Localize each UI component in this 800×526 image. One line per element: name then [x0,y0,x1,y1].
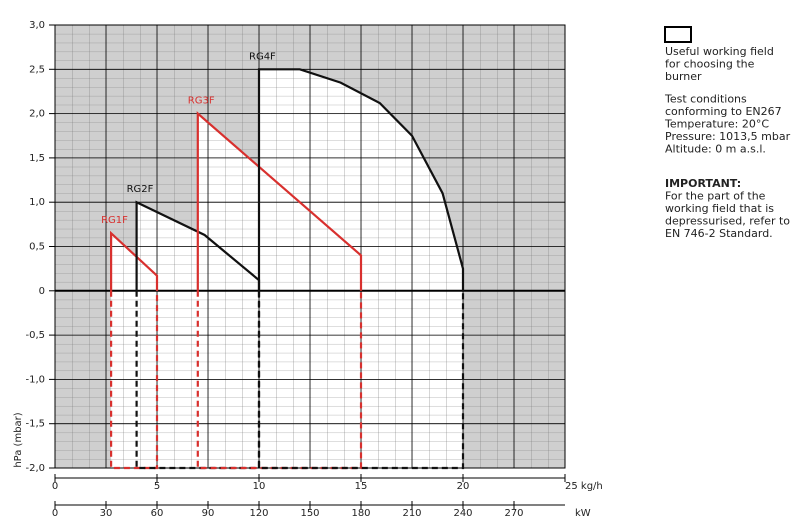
y-tick-label: -2,0 [25,463,45,474]
x-tick-label: 30 [100,508,113,519]
series-label: RG2F [127,184,154,195]
plot-frame [54,24,566,469]
x2-tick-label: 20 [457,481,470,492]
note-line: depressurised, refer to [665,215,790,228]
x2-tick-label: 10 [253,481,266,492]
note-line: for choosing the [665,58,755,71]
x2-tick-label: 0 [52,481,58,492]
note-line: For the part of the [665,190,766,203]
x-tick-label: 0 [52,508,58,519]
series-label: RG1F [101,215,128,226]
y-tick-label: 0,5 [29,242,45,253]
note-line: IMPORTANT: [665,177,741,190]
note-line: burner [665,70,702,83]
note-line: Test conditions [664,93,747,106]
legend-swatch [664,26,692,43]
depressurised-outline [110,290,159,470]
y-axis-label: hPa (mbar) [13,412,24,467]
note-line: Altitude: 0 m a.s.l. [665,143,766,156]
x-axis-label: kW [575,508,591,519]
note-line: Pressure: 1013,5 mbar [665,130,791,143]
y-tick-label: 2,5 [29,64,45,75]
x-tick-label: 210 [402,508,421,519]
note-line: working field that is [665,202,774,215]
y-tick-label: 0 [39,286,45,297]
y-tick-label: -1,0 [25,374,45,385]
field-outline [257,68,465,291]
y-tick-label: 3,0 [29,20,45,31]
x-tick-label: 90 [202,508,215,519]
x-tick-label: 60 [151,508,164,519]
y-tick-label: 2,0 [29,109,45,120]
y-tick-label: -0,5 [25,330,45,341]
field-outline [196,111,363,291]
y-tick-label: -1,5 [25,419,45,430]
x-tick-label: 240 [453,508,472,519]
note-line: Temperature: 20°C [664,118,769,131]
field-outline [110,230,159,291]
x-tick-label: 120 [249,508,268,519]
x-tick-label: 180 [351,508,370,519]
note-line: conforming to EN267 [665,105,782,118]
y-tick-label: 1,5 [29,153,45,164]
x-tick-label: 150 [300,508,319,519]
y-tick-label: 1,0 [29,197,45,208]
series-label: RG3F [188,96,215,107]
x-tick-label: 270 [504,508,523,519]
note-line: Useful working field [665,45,774,58]
x2-tick-label: 5 [154,481,160,492]
series-label: RG4F [249,51,276,62]
x2-tick-label: 25 kg/h [565,481,603,492]
note-line: EN 746-2 Standard. [665,227,773,240]
x2-tick-label: 15 [355,481,368,492]
